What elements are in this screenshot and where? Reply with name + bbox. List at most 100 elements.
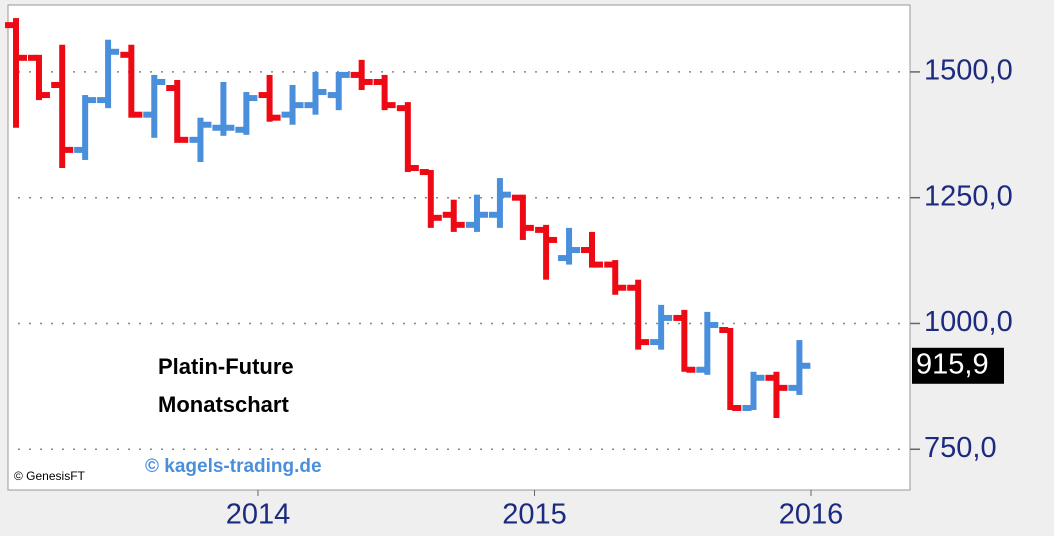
bar-range (519, 194, 526, 240)
bar-close (778, 384, 788, 391)
y-tick-label: 1250,0 (924, 180, 1013, 212)
bar-open (742, 404, 752, 411)
bar-close (110, 48, 120, 55)
source: © kagels-trading.de (145, 456, 322, 477)
bar-close (386, 102, 396, 109)
bar-range (450, 199, 457, 232)
bar-range (543, 224, 550, 280)
bar-close (617, 284, 627, 291)
bar-open (304, 102, 314, 109)
bar-range (704, 311, 711, 375)
annotation: Platin-Future (158, 354, 294, 379)
bar-range (243, 92, 250, 135)
bar-range (796, 340, 803, 395)
bar-range (289, 84, 296, 125)
bar-open (166, 85, 176, 92)
bar-open (120, 51, 130, 58)
bar-close (156, 78, 166, 85)
bar-range (727, 327, 734, 411)
credit: © GenesisFT (14, 469, 86, 483)
bar-close (478, 211, 488, 218)
bar-close (363, 78, 373, 85)
bar-close (18, 54, 28, 61)
bar-open (558, 255, 568, 262)
bar-open (535, 226, 545, 233)
bar-close (271, 114, 281, 121)
bar-close (202, 121, 212, 128)
bar-close (133, 111, 143, 118)
bar-range (82, 95, 89, 160)
plot-area (7, 4, 911, 491)
bar-close (755, 374, 765, 381)
bar-range (381, 74, 388, 111)
bar-open (235, 126, 245, 133)
x-tick-label: 2014 (226, 499, 291, 531)
bar-range (174, 79, 181, 143)
bar-range (335, 71, 342, 111)
bar-close (732, 404, 742, 411)
bar-open (673, 314, 683, 321)
annotation: Monatschart (158, 392, 289, 417)
bar-open (327, 92, 337, 99)
bar-range (427, 170, 434, 228)
bar-close (709, 321, 719, 328)
bar-close (663, 314, 673, 321)
bar-range (566, 227, 573, 265)
bar-open (350, 71, 360, 78)
bar-open (465, 221, 475, 228)
bar-range (612, 260, 619, 295)
bar-close (340, 71, 350, 78)
bar-range (750, 371, 757, 411)
x-tick-label: 2015 (502, 499, 567, 531)
bar-open (27, 54, 37, 61)
bar-close (432, 214, 442, 221)
bar-open (258, 92, 268, 99)
bar-close (571, 247, 581, 254)
bar-range (358, 59, 365, 91)
bar-close (409, 165, 419, 172)
bar-range (59, 44, 66, 169)
bar-open (788, 384, 798, 391)
bar-range (197, 117, 204, 162)
bar-range (151, 74, 158, 138)
bar-range (681, 309, 688, 372)
bar-open (581, 247, 591, 254)
last-value-box (912, 347, 1004, 384)
bar-open (696, 366, 706, 373)
bar-range (404, 102, 411, 173)
bar-range (13, 18, 20, 128)
y-tick-label: 750,0 (924, 432, 997, 464)
bar-open (765, 374, 775, 381)
bar-close (524, 224, 534, 231)
bar-range (312, 71, 319, 115)
bar-close (248, 95, 258, 102)
bar-close (501, 191, 511, 198)
bar-open (5, 22, 15, 29)
bar-open (212, 124, 222, 131)
bar-open (419, 169, 429, 176)
bar-open (74, 146, 84, 153)
bar-close (548, 236, 558, 243)
bar-close (594, 261, 604, 268)
bar-close (87, 97, 97, 104)
bar-range (496, 178, 503, 228)
bar-range (635, 279, 642, 350)
bar-open (189, 136, 199, 143)
bar-open (143, 111, 153, 118)
bar-close (64, 146, 74, 153)
bar-close (455, 221, 465, 228)
bar-open (373, 78, 383, 85)
bar-range (266, 74, 273, 122)
bar-close (640, 339, 650, 346)
bar-close (686, 366, 696, 373)
bar-open (488, 211, 498, 218)
bar-open (396, 105, 406, 112)
bar-range (589, 231, 596, 268)
bar-range (773, 371, 780, 419)
last-value-label: 915,9 (916, 348, 989, 380)
bar-open (627, 284, 637, 291)
bar-open (97, 97, 107, 104)
bar-close (801, 362, 811, 369)
bar-open (511, 194, 521, 201)
